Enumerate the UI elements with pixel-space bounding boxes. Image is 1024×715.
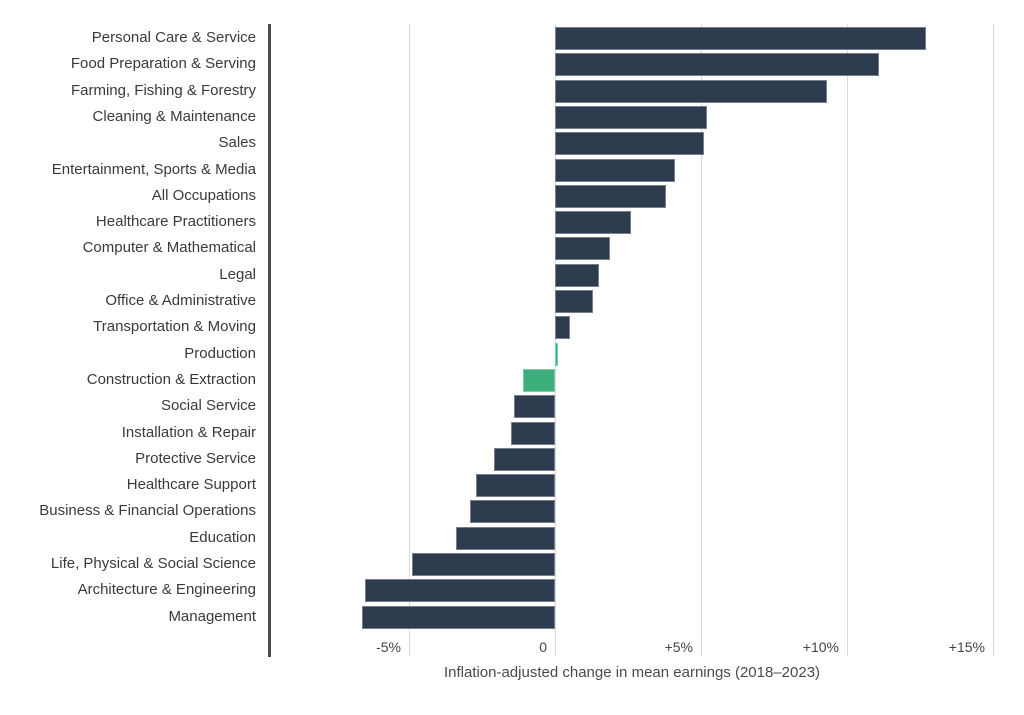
gridline <box>847 24 848 656</box>
bar <box>412 553 555 576</box>
bar <box>555 27 926 50</box>
gridline <box>555 24 556 656</box>
bar <box>555 80 827 103</box>
y-axis-line <box>268 24 271 657</box>
category-label: Business & Financial Operations <box>39 502 256 519</box>
bar <box>494 448 555 471</box>
x-tick-label: +5% <box>664 639 693 655</box>
bar <box>555 264 599 287</box>
category-label: Farming, Fishing & Forestry <box>70 82 256 99</box>
category-label: Management <box>168 608 256 625</box>
category-label: Protective Service <box>135 450 256 467</box>
bar <box>555 185 666 208</box>
category-label: Cleaning & Maintenance <box>92 108 256 125</box>
bar <box>514 395 555 418</box>
category-label: Architecture & Engineering <box>77 581 256 598</box>
gridline <box>701 24 702 656</box>
category-label: Healthcare Practitioners <box>95 213 256 230</box>
category-label: Social Service <box>160 397 256 414</box>
bar <box>456 527 555 550</box>
gridline <box>409 24 410 656</box>
bar <box>555 106 707 129</box>
category-label: Sales <box>218 134 256 151</box>
category-label: Construction & Extraction <box>86 371 256 388</box>
bar <box>362 606 555 629</box>
category-label: Life, Physical & Social Science <box>50 555 256 572</box>
category-label: Transportation & Moving <box>93 318 256 335</box>
bar <box>555 316 570 339</box>
category-label: Education <box>189 529 256 546</box>
category-label: Legal <box>219 266 256 283</box>
category-label: Computer & Mathematical <box>82 239 256 256</box>
category-label: Installation & Repair <box>121 424 256 441</box>
x-tick-label: +10% <box>802 639 839 655</box>
category-label: Office & Administrative <box>105 292 256 309</box>
x-tick-label: 0 <box>539 639 547 655</box>
bar <box>555 343 558 366</box>
category-label: Food Preparation & Serving <box>70 55 256 72</box>
gridline <box>993 24 994 656</box>
bar <box>555 132 704 155</box>
x-tick-label: -5% <box>376 639 401 655</box>
bar <box>555 53 879 76</box>
category-label: Production <box>184 345 256 362</box>
category-label: Healthcare Support <box>126 476 256 493</box>
bar <box>476 474 555 497</box>
bar <box>470 500 555 523</box>
category-label: All Occupations <box>151 187 256 204</box>
bar <box>365 579 555 602</box>
bar <box>555 159 675 182</box>
x-tick-label: +15% <box>948 639 985 655</box>
category-label: Personal Care & Service <box>91 29 256 46</box>
bar <box>555 237 610 260</box>
bar <box>523 369 555 392</box>
bar <box>555 211 631 234</box>
bar <box>555 290 593 313</box>
x-axis-title: Inflation-adjusted change in mean earnin… <box>443 664 821 681</box>
bar <box>511 422 555 445</box>
category-label: Entertainment, Sports & Media <box>51 161 256 178</box>
